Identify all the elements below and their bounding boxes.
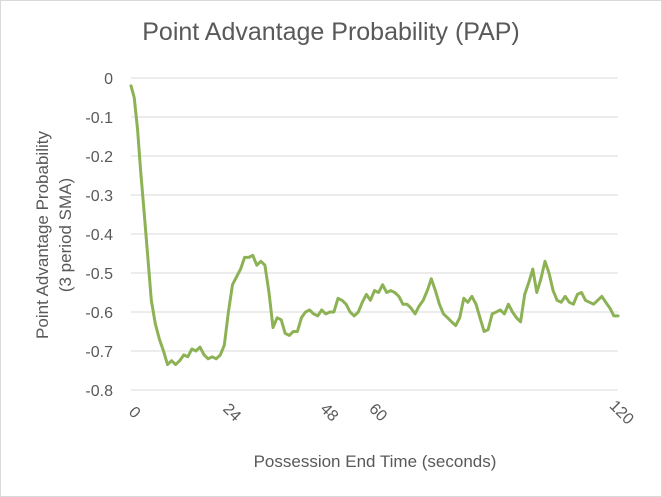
y-axis-label-line2: (3 period SMA) [56,178,75,292]
y-tick-label: -0.7 [85,344,113,361]
y-tick-label: 0 [104,71,113,88]
y-tick-label: -0.2 [85,149,113,166]
x-axis-label: Possession End Time (seconds) [254,452,497,471]
series-group [129,84,620,367]
x-tick-label: 0 [125,404,143,422]
y-axis-label-line1: Point Advantage Probability [33,131,52,339]
x-tick-label: 48 [317,401,342,426]
x-tick-label: 24 [219,401,244,426]
x-tick-label: 120 [606,397,637,428]
chart-title: Point Advantage Probability (PAP) [142,18,520,46]
x-tick-label: 60 [365,401,390,426]
y-tick-label: -0.5 [85,266,113,283]
series-line-0 [129,84,620,367]
gridlines [131,77,618,391]
y-axis-label: Point Advantage Probability (3 period SM… [33,131,75,339]
y-tick-label: -0.8 [85,383,113,400]
y-tick-label: -0.3 [85,188,113,205]
y-axis-ticks: 0 -0.1 -0.2 -0.3 -0.4 -0.5 -0.6 -0.7 -0.8 [85,71,113,400]
y-tick-label: -0.4 [85,227,113,244]
y-tick-label: -0.1 [85,110,113,127]
y-tick-label: -0.6 [85,305,113,322]
x-axis-ticks: 0 24 48 60 120 [125,397,637,428]
